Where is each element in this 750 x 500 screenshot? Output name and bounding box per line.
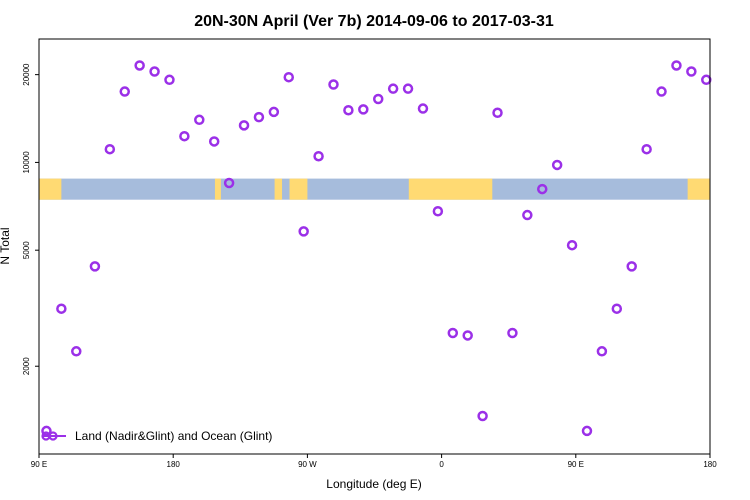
data-point	[89, 261, 101, 272]
land-region	[39, 178, 62, 200]
data-point	[611, 303, 623, 314]
data-points	[41, 60, 712, 437]
data-point	[253, 111, 265, 123]
data-point	[566, 239, 578, 251]
y-tick-label: 2000	[22, 357, 31, 375]
data-point	[372, 93, 384, 105]
data-point	[164, 74, 175, 86]
data-point	[641, 143, 652, 155]
data-point	[119, 86, 130, 97]
data-point	[134, 60, 145, 71]
data-point	[447, 327, 459, 339]
y-tick-label: 10000	[22, 151, 31, 174]
x-tick-label: 90 E	[568, 460, 584, 469]
data-point	[343, 104, 354, 116]
data-point	[387, 83, 399, 94]
data-point	[656, 86, 667, 97]
x-tick-label: 0	[439, 460, 444, 469]
data-point	[298, 226, 309, 237]
x-axis-label: Longitude (deg E)	[326, 477, 421, 491]
plot-frame	[38, 38, 711, 455]
x-tick-label: 180	[167, 460, 181, 469]
legend-label: Land (Nadir&Glint) and Ocean (Glint)	[75, 429, 272, 443]
legend: Land (Nadir&Glint) and Ocean (Glint)	[41, 429, 272, 443]
data-point	[432, 206, 444, 217]
world-map-strip	[39, 178, 710, 200]
data-point	[179, 130, 190, 142]
legend-marker	[48, 431, 58, 441]
data-point	[581, 425, 593, 437]
x-tick-label: 90 W	[298, 460, 317, 469]
y-tick-label: 5000	[22, 241, 31, 259]
land-region	[408, 178, 493, 200]
x-tick-label: 180	[703, 460, 717, 469]
x-axis: 90 E 180 90 W 0 90 E 180	[31, 454, 717, 469]
data-point	[328, 79, 339, 90]
land-region	[274, 178, 283, 200]
land-region	[687, 178, 710, 200]
data-point	[104, 143, 116, 155]
land-region	[289, 178, 308, 200]
x-tick-label: 90 E	[31, 460, 47, 469]
data-point	[522, 209, 533, 221]
data-point	[596, 346, 608, 357]
data-point	[194, 114, 205, 126]
data-point	[208, 136, 220, 147]
data-point	[41, 425, 52, 437]
data-point	[626, 261, 637, 272]
data-point	[477, 410, 488, 422]
data-point	[56, 303, 67, 314]
data-point	[223, 177, 235, 189]
data-point	[462, 330, 473, 341]
data-point	[268, 106, 280, 118]
y-axis-label: N Total	[0, 227, 12, 264]
data-point	[358, 104, 369, 115]
land-region	[214, 178, 221, 200]
y-axis: 2000 5000 10000 20000	[22, 63, 39, 375]
ocean-band	[39, 178, 710, 200]
data-point	[149, 66, 160, 77]
data-point	[492, 107, 503, 119]
data-point	[417, 103, 429, 114]
data-point	[671, 60, 682, 71]
data-point	[313, 150, 324, 162]
data-point	[507, 327, 518, 339]
data-point	[402, 83, 414, 94]
chart-title: 20N-30N April (Ver 7b) 2014-09-06 to 201…	[194, 13, 554, 30]
data-point	[71, 346, 82, 357]
data-point	[551, 159, 563, 171]
y-tick-label: 20000	[22, 63, 31, 86]
data-point	[537, 183, 548, 195]
data-point	[283, 71, 295, 83]
data-point	[238, 120, 250, 131]
data-point	[686, 66, 697, 77]
